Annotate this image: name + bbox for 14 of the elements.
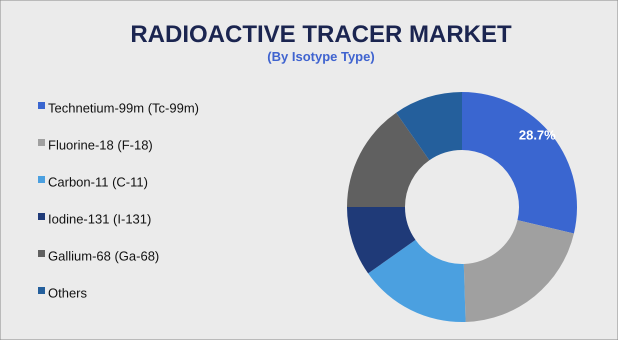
legend-label: Iodine-131 (I-131) bbox=[48, 211, 152, 226]
legend-label: Fluorine-18 (F-18) bbox=[48, 137, 153, 152]
legend-label: Carbon-11 (C-11) bbox=[48, 174, 148, 190]
donut-slice bbox=[462, 92, 577, 234]
chart-title: RADIOACTIVE TRACER MARKET bbox=[130, 21, 512, 48]
donut-slice bbox=[347, 112, 430, 207]
donut-slice bbox=[368, 240, 466, 322]
donut-slice bbox=[464, 220, 574, 322]
legend-label: Others bbox=[48, 285, 88, 300]
donut-slice bbox=[347, 207, 416, 274]
legend-label: Technetium-99m (Tc-99m) bbox=[48, 100, 199, 116]
donut-slice bbox=[396, 92, 462, 160]
legend-label: Gallium-68 (Ga-68) bbox=[48, 248, 160, 264]
chart-subtitle: (By Isotype Type) bbox=[267, 49, 375, 64]
